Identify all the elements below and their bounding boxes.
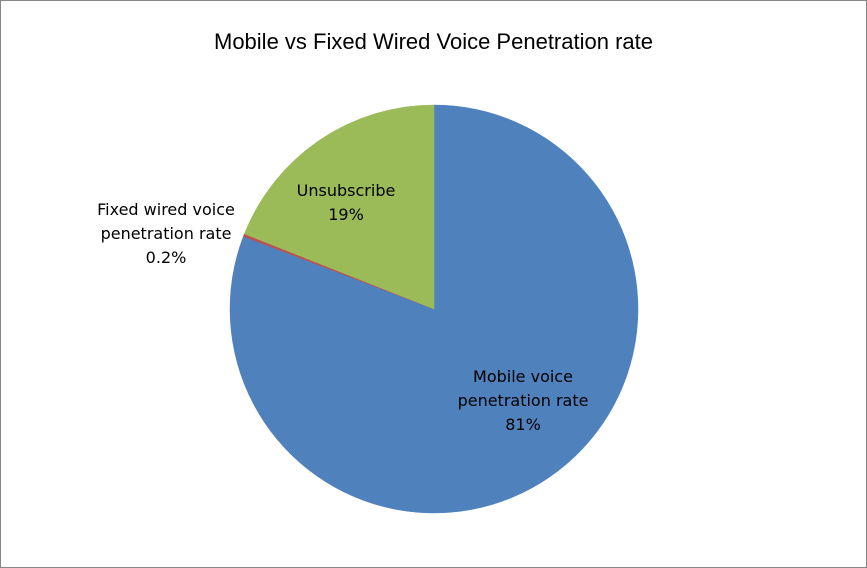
pie-slice-2 bbox=[244, 104, 435, 310]
pie-label-value: 19% bbox=[328, 205, 364, 224]
pie-label-value: 81% bbox=[505, 415, 541, 434]
pie-label-text: Unsubscribe bbox=[297, 181, 396, 200]
pie-label-value: 0.2% bbox=[146, 248, 187, 267]
chart-title: Mobile vs Fixed Wired Voice Penetration … bbox=[214, 29, 653, 54]
pie-label-0: Mobile voice penetration rate 81% bbox=[458, 367, 589, 434]
pie-label-text: penetration rate bbox=[101, 224, 232, 243]
pie-label-text: Fixed wired voice bbox=[97, 200, 235, 219]
pie-labels: Mobile voice penetration rate 81% Fixed wir… bbox=[97, 181, 588, 434]
pie-label-text: Mobile voice bbox=[473, 367, 573, 386]
pie-label-2: Unsubscribe 19% bbox=[297, 181, 396, 224]
pie-slices bbox=[229, 104, 639, 514]
pie-label-text: penetration rate bbox=[458, 391, 589, 410]
pie-label-1: Fixed wired voice penetration rate 0.2% bbox=[97, 200, 235, 267]
